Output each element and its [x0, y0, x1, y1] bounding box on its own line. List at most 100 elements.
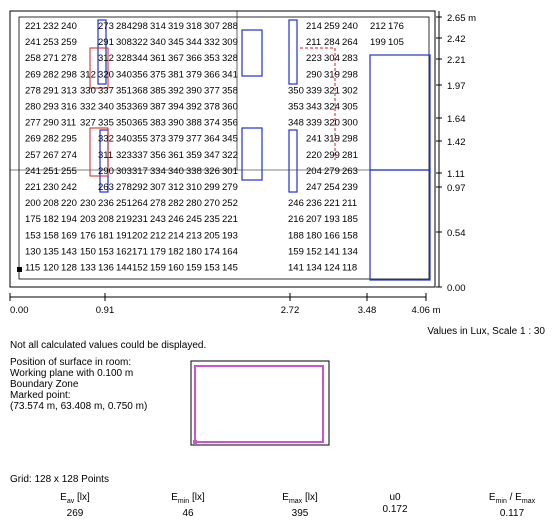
- grid-value: 337: [132, 150, 148, 161]
- grid-value: 303: [116, 166, 132, 177]
- grid-value: 369: [132, 102, 148, 113]
- grid-value: 180: [186, 246, 202, 257]
- grid-value: 335: [98, 118, 114, 129]
- grid-value: 313: [61, 85, 77, 96]
- grid-value: 264: [342, 37, 358, 48]
- grid-value: 390: [186, 85, 202, 96]
- grid-value: 347: [204, 150, 220, 161]
- grid-value: 350: [116, 118, 132, 129]
- grid-value: 366: [186, 53, 202, 64]
- stat-emax: Emax [lx] 395: [265, 492, 335, 520]
- grid-value: 264: [132, 198, 148, 209]
- grid-value: 169: [61, 230, 77, 241]
- grid-value: 291: [98, 37, 114, 48]
- grid-value: 311: [61, 118, 76, 129]
- grid-value: 271: [43, 53, 59, 64]
- grid-value: 193: [222, 230, 238, 241]
- grid-value: 298: [342, 69, 358, 80]
- luminaire: [288, 129, 298, 193]
- y-scale-label: 2.21: [447, 55, 466, 66]
- grid-value: 277: [25, 118, 41, 129]
- grid-value: 216: [288, 214, 304, 225]
- grid-value: 332: [80, 102, 96, 113]
- grid-value: 182: [43, 214, 59, 225]
- grid-value: 214: [168, 230, 184, 241]
- grid-value: 269: [25, 134, 41, 145]
- grid-value: 166: [324, 230, 340, 241]
- grid-value: 304: [324, 53, 340, 64]
- grid-value: 263: [342, 166, 358, 177]
- grid-value: 200: [25, 198, 41, 209]
- grid-value: 292: [132, 182, 148, 193]
- grid-value: 247: [306, 182, 322, 193]
- thumbnail-surface: [194, 365, 324, 443]
- grid-value: 152: [306, 246, 322, 257]
- info-line: (73.574 m, 63.408 m, 0.750 m): [10, 401, 148, 412]
- grid-value: 320: [324, 118, 340, 129]
- y-scale-label: 2.42: [447, 34, 466, 45]
- grid-value: 359: [186, 150, 202, 161]
- grid-value: 356: [150, 150, 166, 161]
- grid-value: 207: [306, 214, 322, 225]
- y-scale-label: 1.97: [447, 81, 466, 92]
- grid-value: 253: [43, 37, 59, 48]
- grid-value: 311: [98, 150, 113, 161]
- grid-value: 387: [150, 102, 166, 113]
- working-plane-outline: [18, 16, 430, 280]
- grid-value: 136: [98, 263, 114, 274]
- grid-value: 338: [186, 166, 202, 177]
- grid-value: 128: [61, 263, 77, 274]
- grid-value: 220: [306, 150, 322, 161]
- grid-value: 221: [222, 214, 238, 225]
- grid-value: 366: [204, 69, 220, 80]
- grid-value: 361: [150, 53, 166, 64]
- window-luminaire: [369, 54, 431, 171]
- grid-value: 327: [80, 118, 96, 129]
- grid-value: 302: [342, 85, 358, 96]
- grid-value: 179: [150, 246, 166, 257]
- grid-value: 339: [306, 118, 322, 129]
- grid-value: 223: [306, 53, 322, 64]
- grid-value: 252: [222, 198, 238, 209]
- info-line: Boundary Zone: [10, 379, 79, 390]
- stat-value: 0.117: [499, 508, 525, 519]
- grid-value: 323: [116, 150, 132, 161]
- grid-value: 176: [80, 230, 96, 241]
- grid-value: 337: [98, 85, 114, 96]
- grid-value: 314: [150, 21, 166, 32]
- grid-value: 153: [204, 263, 220, 274]
- grid-value: 358: [222, 85, 238, 96]
- luminaire: [288, 19, 298, 85]
- x-scale-label: 0.00: [10, 305, 29, 316]
- grid-value: 180: [306, 230, 322, 241]
- grid-value: 144: [116, 263, 132, 274]
- room-thumbnail: [190, 360, 330, 446]
- grid-value: 130: [25, 246, 41, 257]
- red-zone: [300, 47, 336, 160]
- grid-value: 321: [324, 85, 340, 96]
- grid-value: 345: [222, 134, 238, 145]
- grid-value: 299: [324, 150, 340, 161]
- grid-value: 185: [342, 214, 358, 225]
- grid-value: 340: [98, 102, 114, 113]
- stat-emin: Emin [lx] 46: [153, 492, 223, 520]
- grid-value: 385: [150, 85, 166, 96]
- thumbnail-marked-point: [193, 440, 197, 444]
- grid-value: 203: [80, 214, 96, 225]
- grid-value: 240: [61, 21, 77, 32]
- grid-value: 355: [132, 134, 148, 145]
- grid-value: 245: [186, 214, 202, 225]
- grid-value: 282: [168, 198, 184, 209]
- grid-value: 298: [61, 69, 77, 80]
- grid-value: 251: [43, 166, 59, 177]
- grid-value: 199: [370, 37, 386, 48]
- grid-value: 160: [168, 263, 184, 274]
- grid-value: 290: [43, 118, 59, 129]
- grid-value: 230: [80, 198, 96, 209]
- grid-value: 288: [222, 21, 238, 32]
- grid-value: 301: [222, 166, 238, 177]
- grid-value: 232: [43, 21, 59, 32]
- grid-value: 134: [342, 246, 358, 257]
- grid-value: 343: [306, 102, 322, 113]
- grid-value: 373: [150, 134, 166, 145]
